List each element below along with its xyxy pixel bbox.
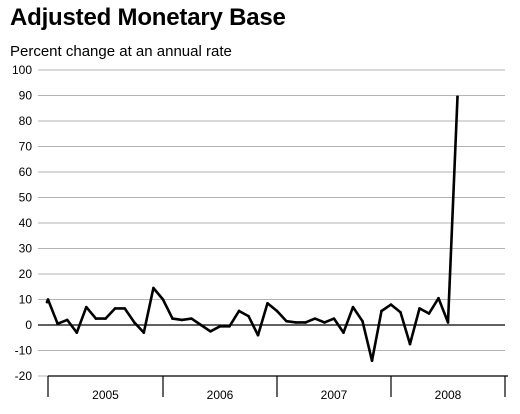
data-point xyxy=(256,333,260,337)
data-point xyxy=(313,317,317,320)
y-tick-label: 50 xyxy=(19,191,33,205)
data-point xyxy=(266,302,269,305)
data-point xyxy=(94,317,98,320)
data-point xyxy=(171,317,174,320)
data-point xyxy=(275,309,279,313)
data-point xyxy=(152,286,155,290)
y-tick-label: 40 xyxy=(19,216,33,230)
data-point xyxy=(294,321,298,324)
series-lines xyxy=(45,95,459,363)
data-point xyxy=(408,342,412,346)
data-point xyxy=(389,303,393,306)
data-point xyxy=(332,317,336,320)
data-point xyxy=(218,324,222,328)
data-point xyxy=(132,321,136,324)
y-tick-label: 100 xyxy=(12,63,32,77)
data-point xyxy=(323,321,326,324)
gridlines xyxy=(38,69,505,377)
data-point xyxy=(437,296,440,300)
data-point xyxy=(446,321,450,324)
data-point xyxy=(285,319,288,323)
y-tick-label: -20 xyxy=(15,369,33,383)
y-tick-label: 10 xyxy=(19,293,33,307)
data-point xyxy=(65,318,69,322)
data-point xyxy=(104,317,107,320)
data-point xyxy=(418,307,421,310)
x-tick-label: 2008 xyxy=(435,388,462,402)
y-tick-label: 0 xyxy=(25,318,32,332)
data-point xyxy=(380,309,383,313)
data-point xyxy=(247,314,250,318)
x-tick-label: 2007 xyxy=(321,388,348,402)
data-point xyxy=(342,331,345,334)
data-point xyxy=(161,298,165,301)
data-point xyxy=(142,331,146,334)
data-point xyxy=(228,324,231,328)
data-point xyxy=(456,95,459,99)
chart-title: Adjusted Monetary Base xyxy=(10,4,286,31)
y-tick-label: 90 xyxy=(19,89,33,103)
data-point xyxy=(85,305,88,309)
y-tick-label: 70 xyxy=(19,140,33,154)
y-tick-label: 60 xyxy=(19,165,33,179)
data-point xyxy=(190,317,193,320)
data-point xyxy=(427,312,431,315)
x-axis: 2005 2006 2007 2008 xyxy=(47,375,508,402)
data-point xyxy=(399,310,402,314)
y-tick-label: 30 xyxy=(19,242,33,256)
data-point xyxy=(199,323,203,327)
chart-subtitle: Percent change at an annual rate xyxy=(10,43,232,60)
data-point xyxy=(370,359,374,363)
data-point xyxy=(209,330,212,333)
data-point xyxy=(56,322,59,326)
x-tick-label: 2006 xyxy=(207,388,234,402)
x-tick-label: 2005 xyxy=(92,388,119,402)
data-point xyxy=(123,307,126,310)
data-point xyxy=(46,298,50,301)
data-point xyxy=(180,318,184,322)
series-line xyxy=(45,95,459,363)
data-point xyxy=(45,300,49,304)
y-tick-label: 20 xyxy=(19,267,33,281)
data-point xyxy=(113,307,117,310)
y-tick-labels: -20 -10 0 10 20 30 40 50 60 70 80 90 100 xyxy=(12,63,32,383)
data-point xyxy=(237,309,241,313)
data-point xyxy=(361,319,364,323)
y-tick-label: 80 xyxy=(19,114,33,128)
data-point xyxy=(304,321,307,324)
y-tick-label: -10 xyxy=(15,344,33,358)
data-point xyxy=(351,305,355,309)
data-point xyxy=(75,331,79,334)
